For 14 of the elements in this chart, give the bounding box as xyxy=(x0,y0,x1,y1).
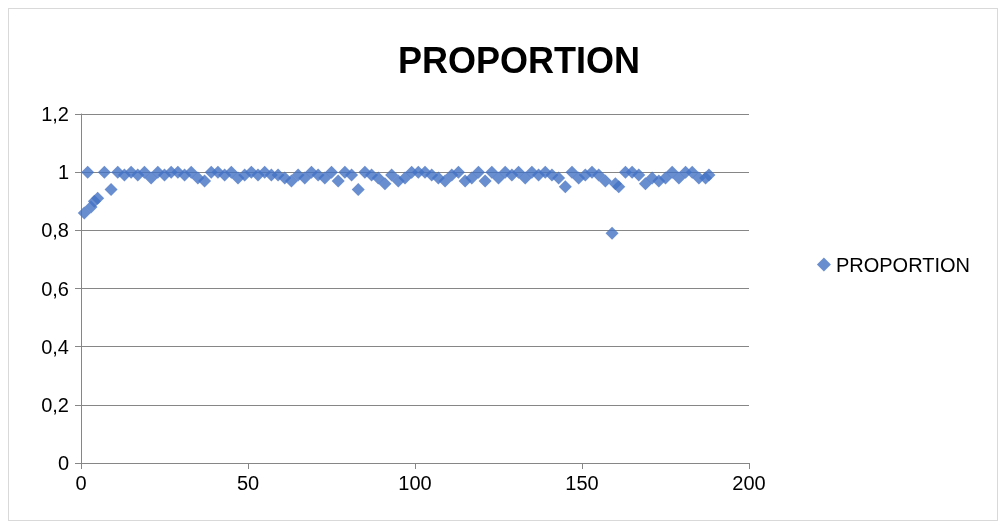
y-tick-label: 0 xyxy=(57,452,69,474)
x-tick-label: 150 xyxy=(565,472,599,494)
chart-title: PROPORTION xyxy=(397,39,641,81)
x-tick-label: 0 xyxy=(75,472,87,494)
y-tick-label: 0,2 xyxy=(41,393,69,416)
y-tick-label: 1 xyxy=(57,161,69,184)
y-tick-label: 1,2 xyxy=(41,103,69,125)
x-tick-label: 100 xyxy=(398,472,432,494)
y-tick-label: 0,8 xyxy=(41,219,69,242)
y-tick-label: 0,6 xyxy=(41,277,69,300)
y-tick-label: 0,4 xyxy=(41,335,69,358)
x-tick-label: 50 xyxy=(236,472,260,494)
x-tick-label: 200 xyxy=(732,472,766,494)
legend-label: PROPORTION xyxy=(835,253,970,276)
